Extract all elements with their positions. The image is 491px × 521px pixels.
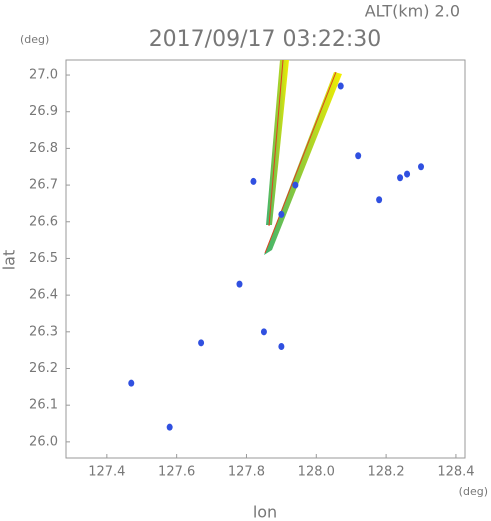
echo-point (198, 339, 205, 347)
echo-point (278, 342, 285, 350)
echo-point (376, 196, 383, 204)
echo-point (404, 170, 411, 178)
echo-point (166, 423, 173, 431)
x-unit: (deg) (459, 485, 488, 498)
echo-point (397, 174, 404, 182)
chart-title: 2017/09/17 03:22:30 (149, 27, 382, 52)
echo-point (355, 152, 362, 160)
x-tick-label: 128.2 (367, 465, 404, 480)
x-tick-label: 127.6 (158, 465, 195, 480)
y-tick-label: 27.0 (29, 68, 58, 83)
plot-frame (65, 59, 466, 459)
y-unit: (deg) (20, 33, 49, 46)
y-tick-label: 26.9 (29, 104, 58, 119)
y-axis-label: lat (0, 250, 19, 271)
echo-point (236, 280, 243, 288)
echo-streak-edge (264, 71, 337, 254)
y-tick-label: 26.5 (29, 251, 58, 266)
x-tick-label: 128.4 (437, 465, 474, 480)
x-tick-label: 128.0 (298, 465, 335, 480)
altitude: ALT(km) 2.0 (365, 2, 460, 21)
y-tick-label: 26.4 (29, 288, 58, 303)
y-tick-label: 26.6 (29, 214, 58, 229)
echo-point (278, 210, 285, 218)
x-tick-label: 127.8 (228, 465, 265, 480)
y-tick-label: 26.1 (29, 398, 58, 413)
echo-point (337, 82, 344, 90)
echo-point (250, 177, 257, 185)
y-tick-label: 26.2 (29, 361, 58, 376)
x-tick-label: 127.4 (88, 465, 125, 480)
echo-streak (264, 72, 342, 255)
x-axis-label: lon (253, 503, 277, 521)
echo-point (418, 163, 425, 171)
echo-streak-edge (268, 59, 284, 227)
echo-point (292, 181, 299, 189)
echo-point (260, 328, 267, 336)
y-tick-label: 26.8 (29, 141, 58, 156)
y-tick-label: 26.0 (29, 434, 58, 449)
echo-point (128, 379, 135, 387)
y-tick-label: 26.3 (29, 324, 58, 339)
y-tick-label: 26.7 (29, 178, 58, 193)
echo-streak (266, 60, 289, 225)
